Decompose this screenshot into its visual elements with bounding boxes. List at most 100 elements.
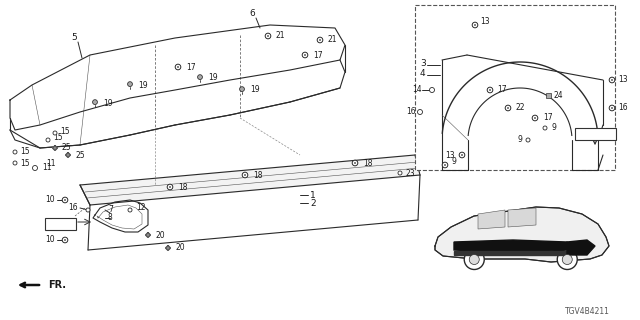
Circle shape — [398, 171, 402, 175]
Circle shape — [490, 89, 491, 91]
Circle shape — [46, 138, 50, 142]
Text: 10: 10 — [45, 236, 55, 244]
Polygon shape — [435, 207, 609, 262]
Circle shape — [469, 254, 479, 265]
Circle shape — [13, 161, 17, 165]
Circle shape — [127, 82, 132, 86]
Text: 17: 17 — [313, 51, 323, 60]
FancyBboxPatch shape — [415, 5, 615, 170]
Text: 19: 19 — [250, 85, 260, 94]
Circle shape — [417, 109, 422, 115]
Circle shape — [13, 150, 17, 154]
Text: B-46-50: B-46-50 — [580, 131, 609, 137]
Text: 18: 18 — [363, 158, 372, 167]
Text: 14: 14 — [412, 85, 422, 94]
Text: B-50: B-50 — [51, 219, 70, 228]
Circle shape — [62, 197, 68, 203]
Polygon shape — [567, 240, 595, 255]
Circle shape — [505, 105, 511, 111]
Circle shape — [464, 250, 484, 269]
Circle shape — [305, 54, 306, 56]
Text: 12: 12 — [136, 203, 145, 212]
Circle shape — [177, 67, 179, 68]
Circle shape — [355, 163, 356, 164]
Circle shape — [175, 64, 181, 70]
Text: 19: 19 — [138, 81, 148, 90]
Circle shape — [244, 174, 246, 176]
Text: 1: 1 — [310, 190, 316, 199]
Circle shape — [472, 22, 478, 28]
Text: 18: 18 — [253, 171, 262, 180]
FancyBboxPatch shape — [575, 127, 616, 140]
Text: 24: 24 — [554, 91, 564, 100]
Circle shape — [609, 105, 615, 111]
Circle shape — [239, 87, 244, 92]
Circle shape — [352, 160, 358, 166]
Text: 5: 5 — [71, 34, 77, 43]
Circle shape — [526, 138, 530, 142]
Circle shape — [302, 52, 308, 58]
Text: 19: 19 — [103, 99, 113, 108]
FancyBboxPatch shape — [45, 218, 76, 229]
Text: 8: 8 — [108, 213, 113, 222]
Text: 23: 23 — [406, 169, 415, 178]
Text: 7: 7 — [108, 205, 113, 214]
Text: 15: 15 — [60, 127, 70, 137]
Circle shape — [444, 164, 445, 166]
Text: 11: 11 — [46, 158, 56, 167]
Circle shape — [167, 184, 173, 190]
Text: 13: 13 — [480, 18, 490, 27]
Circle shape — [317, 37, 323, 43]
Text: 18: 18 — [178, 182, 188, 191]
Circle shape — [198, 75, 202, 79]
Text: 4: 4 — [420, 68, 426, 77]
Text: 25: 25 — [75, 150, 84, 159]
Polygon shape — [65, 153, 70, 157]
Text: 13: 13 — [445, 150, 455, 159]
Text: 19: 19 — [208, 74, 218, 83]
Polygon shape — [454, 251, 567, 255]
Text: 17: 17 — [543, 114, 552, 123]
Circle shape — [33, 165, 38, 171]
Circle shape — [62, 237, 68, 243]
Circle shape — [534, 117, 536, 119]
Circle shape — [93, 100, 97, 105]
Bar — [545, 92, 550, 98]
Circle shape — [53, 131, 57, 135]
Circle shape — [532, 115, 538, 121]
Text: 9: 9 — [452, 157, 457, 166]
Circle shape — [460, 152, 465, 158]
Circle shape — [319, 39, 321, 41]
Text: 16: 16 — [68, 204, 78, 212]
Circle shape — [442, 162, 448, 168]
Polygon shape — [454, 240, 567, 253]
Text: FR.: FR. — [48, 280, 66, 290]
Text: 16: 16 — [406, 108, 416, 116]
Text: 6: 6 — [249, 10, 255, 19]
Circle shape — [487, 87, 493, 93]
Circle shape — [543, 126, 547, 130]
Circle shape — [242, 172, 248, 178]
Text: 16: 16 — [618, 103, 628, 113]
Text: 21: 21 — [276, 31, 285, 41]
Text: 15: 15 — [20, 148, 29, 156]
Circle shape — [265, 33, 271, 39]
Text: 15: 15 — [53, 133, 63, 142]
Circle shape — [429, 87, 435, 92]
Polygon shape — [80, 155, 420, 205]
Text: 15: 15 — [20, 158, 29, 167]
Polygon shape — [508, 208, 536, 227]
Circle shape — [128, 208, 132, 212]
Text: 21: 21 — [328, 36, 337, 44]
Circle shape — [86, 208, 90, 212]
Text: 20: 20 — [155, 230, 164, 239]
Text: 17: 17 — [497, 85, 507, 94]
Circle shape — [611, 79, 612, 81]
Text: 3: 3 — [420, 59, 426, 68]
Circle shape — [170, 186, 171, 188]
Text: 2: 2 — [310, 198, 316, 207]
Polygon shape — [478, 210, 505, 229]
Text: 20: 20 — [175, 244, 184, 252]
Circle shape — [609, 77, 615, 83]
Text: TGV4B4211: TGV4B4211 — [565, 308, 610, 316]
